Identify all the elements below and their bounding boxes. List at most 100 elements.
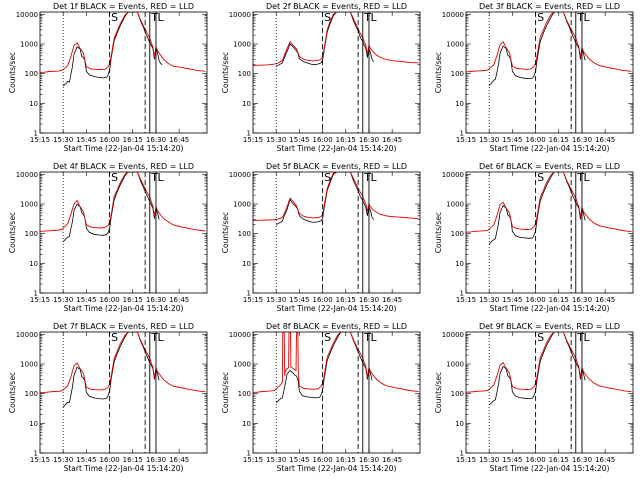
y-tick-label: 100 (25, 70, 38, 78)
y-tick-label: 1000 (233, 41, 251, 49)
plot-frame (39, 171, 208, 294)
x-tick-label: 15:15 (243, 136, 263, 144)
y-tick-label: 100 (238, 390, 251, 398)
x-tick-label: 16:30 (572, 296, 592, 304)
marker-label: T (150, 171, 158, 184)
x-axis-title: Start Time (22-Jan-04 15:14:20) (277, 144, 397, 153)
y-tick-label: 1 (34, 450, 38, 458)
y-tick-label: 10000 (229, 171, 251, 179)
y-tick-label: 1000 (446, 361, 464, 369)
y-tick-label: 10000 (229, 331, 251, 339)
x-tick-label: 16:15 (336, 136, 356, 144)
y-tick-label: 1000 (20, 41, 38, 49)
plot-frame (252, 11, 421, 134)
x-tick-label: 15:45 (502, 456, 522, 464)
x-tick-label: 15:15 (456, 456, 476, 464)
x-tick-label: 16:45 (595, 296, 615, 304)
x-tick-label: 16:00 (525, 296, 545, 304)
y-tick-label: 100 (238, 230, 251, 238)
x-tick-label: 16:45 (595, 136, 615, 144)
marker-label: T (576, 331, 584, 344)
marker-label: L (370, 331, 377, 344)
marker-label: L (157, 171, 164, 184)
x-tick-label: 16:15 (549, 136, 569, 144)
x-axis-title: Start Time (22-Jan-04 15:14:20) (490, 464, 610, 473)
x-tick-label: 15:30 (53, 296, 73, 304)
x-tick-label: 15:45 (289, 296, 309, 304)
series-events-line (62, 12, 163, 87)
x-tick-label: 15:45 (76, 136, 96, 144)
marker-label: L (157, 11, 164, 24)
marker-label: S (111, 171, 118, 184)
x-axis-title: Start Time (22-Jan-04 15:14:20) (490, 304, 610, 313)
series-events-line (488, 12, 586, 86)
y-axis-title: Counts/sec (434, 212, 443, 253)
marker-label: T (576, 11, 584, 24)
y-axis-title: Counts/sec (221, 372, 230, 413)
plot-frame (252, 331, 421, 454)
marker-label: S (324, 331, 331, 344)
x-tick-label: 16:00 (99, 136, 119, 144)
y-tick-label: 1 (34, 290, 38, 298)
panel-title: Det 4f BLACK = Events, RED = LLD (53, 162, 194, 171)
panel-title: Det 5f BLACK = Events, RED = LLD (266, 162, 407, 171)
y-tick-label: 100 (451, 390, 464, 398)
marker-label: L (583, 11, 590, 24)
x-tick-label: 16:45 (169, 296, 189, 304)
x-tick-label: 15:15 (243, 456, 263, 464)
x-axis-title: Start Time (22-Jan-04 15:14:20) (64, 304, 184, 313)
x-tick-label: 15:45 (289, 136, 309, 144)
y-tick-label: 10 (242, 260, 251, 268)
marker-label: T (150, 11, 158, 24)
plot-frame (465, 331, 634, 454)
x-tick-label: 16:45 (169, 136, 189, 144)
x-tick-label: 16:00 (525, 136, 545, 144)
x-tick-label: 16:45 (382, 136, 402, 144)
marker-label: T (363, 11, 371, 24)
x-tick-label: 16:30 (146, 136, 166, 144)
panel-title: Det 2f BLACK = Events, RED = LLD (266, 2, 407, 11)
x-tick-label: 15:30 (479, 296, 499, 304)
x-tick-label: 15:45 (502, 296, 522, 304)
x-tick-label: 15:30 (53, 136, 73, 144)
panel-title: Det 1f BLACK = Events, RED = LLD (53, 2, 194, 11)
marker-label: L (583, 171, 590, 184)
y-tick-label: 1 (460, 290, 464, 298)
x-tick-label: 16:00 (99, 456, 119, 464)
y-tick-label: 100 (25, 230, 38, 238)
series-events-line (62, 172, 160, 242)
x-tick-label: 15:45 (76, 456, 96, 464)
series-events-line (62, 332, 160, 408)
marker-label: S (111, 331, 118, 344)
plot-frame (39, 11, 208, 134)
y-tick-label: 10000 (442, 11, 464, 19)
y-tick-label: 1 (247, 290, 251, 298)
y-tick-label: 1 (34, 130, 38, 138)
panel-title: Det 9f BLACK = Events, RED = LLD (479, 322, 620, 331)
x-axis-title: Start Time (22-Jan-04 15:14:20) (277, 464, 397, 473)
marker-label: S (537, 171, 544, 184)
marker-label: L (583, 331, 590, 344)
series-lld-line (466, 12, 632, 73)
x-tick-label: 16:15 (123, 456, 143, 464)
series-lld-line (253, 172, 419, 221)
y-tick-label: 10 (29, 100, 38, 108)
x-tick-label: 16:30 (359, 456, 379, 464)
y-tick-label: 1000 (446, 41, 464, 49)
y-tick-label: 1 (460, 450, 464, 458)
x-tick-label: 16:00 (99, 296, 119, 304)
y-tick-label: 10 (242, 420, 251, 428)
marker-label: S (111, 11, 118, 24)
marker-label: T (576, 171, 584, 184)
x-tick-label: 16:30 (359, 296, 379, 304)
panel-title: Det 7f BLACK = Events, RED = LLD (53, 322, 194, 331)
y-tick-label: 10 (455, 260, 464, 268)
y-axis-title: Counts/sec (434, 52, 443, 93)
